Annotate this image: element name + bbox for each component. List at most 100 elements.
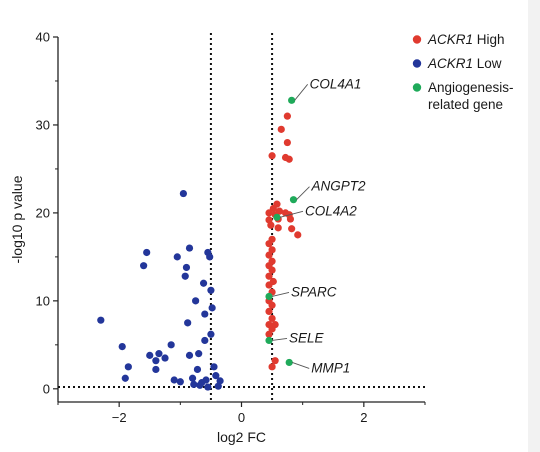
point-low	[188, 374, 197, 382]
annotation-leader	[294, 84, 309, 101]
point-low	[193, 365, 202, 374]
point-high	[265, 272, 273, 280]
point-high	[283, 138, 291, 147]
point-low	[195, 350, 203, 358]
legend-label-high: ACKR1 High	[427, 32, 505, 47]
gene-annotations: COL4A1 ANGPT2 COL4A2 SPARC SELE MMP1	[271, 76, 366, 375]
x-tick-label: 2	[360, 410, 367, 425]
point-high	[268, 301, 276, 309]
point-low	[140, 262, 148, 270]
x-axis-label: log2 FC	[217, 429, 266, 445]
point-low	[199, 279, 208, 287]
annotation-leader	[271, 292, 290, 297]
annotation-leader	[292, 361, 310, 369]
point-angio	[285, 358, 293, 367]
legend-swatch-high	[412, 35, 422, 44]
point-low	[152, 357, 160, 365]
point-low	[118, 342, 126, 351]
annotation-label: SPARC	[291, 284, 337, 299]
point-high	[271, 321, 279, 329]
annotation-label: MMP1	[311, 360, 350, 375]
point-high	[268, 152, 276, 160]
legend-swatch-angio	[412, 83, 422, 92]
annotation-leader	[271, 337, 288, 341]
y-tick-label: 30	[36, 117, 50, 132]
legend-swatch-low	[412, 59, 422, 68]
point-low	[185, 351, 194, 359]
point-low	[201, 310, 209, 318]
point-high	[271, 357, 279, 365]
y-tick-label: 20	[36, 205, 50, 220]
point-low	[176, 378, 184, 386]
point-low	[182, 263, 191, 272]
legend-label-low: ACKR1 Low	[427, 56, 502, 71]
point-high	[265, 251, 273, 259]
point-high	[268, 266, 276, 274]
data-points	[97, 96, 302, 391]
legend-label-angio-line2: related gene	[428, 97, 503, 112]
point-high	[267, 221, 275, 229]
point-high	[288, 225, 296, 233]
point-low	[198, 379, 206, 387]
point-low	[185, 244, 194, 252]
point-angio	[289, 196, 298, 204]
y-tick-label: 10	[36, 293, 50, 308]
point-high	[268, 246, 276, 254]
point-low	[208, 304, 216, 312]
point-low	[143, 248, 151, 257]
point-low	[184, 319, 192, 327]
point-low	[207, 286, 215, 294]
point-low	[181, 272, 189, 280]
point-high	[268, 363, 276, 371]
point-low	[212, 372, 220, 380]
point-high	[285, 155, 293, 163]
annotation-leader	[296, 186, 310, 201]
point-low	[152, 365, 160, 374]
point-high	[274, 224, 282, 232]
volcano-plot: 0 10 20 30 40 −2 0 2 log2 FC -log10 p value COL4A…	[9, 30, 514, 446]
point-angio	[265, 336, 273, 345]
legend: ACKR1 High ACKR1 Low Angiogenesis-related …	[412, 32, 514, 112]
point-low	[173, 253, 181, 261]
point-low	[97, 316, 105, 324]
point-low	[146, 351, 154, 359]
y-axis-label: -log10 p value	[9, 175, 25, 263]
point-low	[124, 363, 132, 371]
point-low	[167, 341, 175, 349]
point-high	[277, 125, 285, 133]
axes: 0 10 20 30 40 −2 0 2 log2 FC -log10 p value	[9, 30, 426, 445]
point-high	[265, 209, 273, 217]
point-low	[206, 253, 214, 261]
legend-label-angio: Angiogenesis-	[428, 80, 514, 95]
point-high	[268, 314, 276, 323]
point-low	[201, 336, 209, 345]
point-high	[265, 240, 273, 248]
point-high	[265, 330, 273, 338]
point-low	[170, 376, 178, 384]
point-angio	[265, 292, 273, 301]
point-angio	[273, 213, 281, 221]
point-low	[216, 377, 224, 385]
point-low	[192, 297, 200, 305]
figure-card: 0 10 20 30 40 −2 0 2 log2 FC -log10 p value COL4A…	[0, 0, 528, 452]
point-high	[265, 307, 273, 316]
x-tick-label: 0	[238, 410, 245, 425]
annotation-label: COL4A2	[305, 203, 357, 218]
point-high	[265, 281, 273, 289]
point-low	[161, 354, 169, 362]
point-high	[283, 112, 291, 120]
point-low	[190, 380, 198, 389]
point-low	[210, 363, 218, 371]
x-tick-label: −2	[112, 410, 127, 425]
point-low	[204, 383, 212, 391]
y-tick-label: 0	[43, 381, 50, 396]
point-high	[294, 231, 302, 239]
point-high	[286, 215, 295, 223]
annotation-leader	[279, 210, 304, 218]
annotation-label: SELE	[289, 330, 325, 345]
point-low	[179, 189, 187, 198]
threshold-lines	[58, 33, 425, 402]
annotation-label: ANGPT2	[310, 179, 366, 194]
point-low	[155, 350, 163, 358]
point-angio	[288, 96, 296, 104]
